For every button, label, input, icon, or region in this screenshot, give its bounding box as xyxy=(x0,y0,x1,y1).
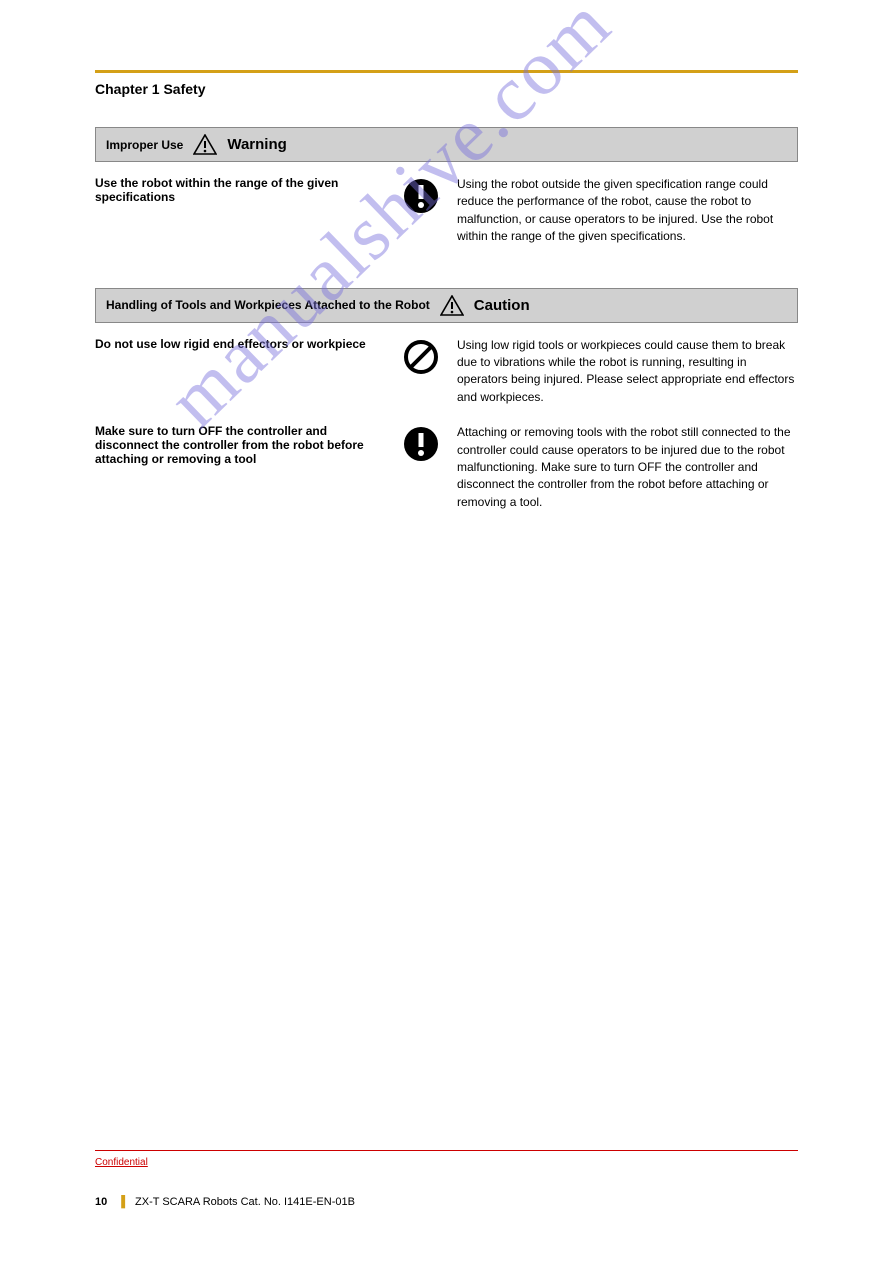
warning-triangle-icon xyxy=(193,134,217,155)
footer-confidential: Confidential xyxy=(95,1157,798,1168)
footer-rule xyxy=(95,1150,798,1151)
safety-item-row: Do not use low rigid end effectors or wo… xyxy=(95,337,798,407)
warning-desc-label: Handling of Tools and Workpieces Attache… xyxy=(106,298,430,312)
item-title: Make sure to turn OFF the controller and… xyxy=(95,424,385,466)
item-body: Using the robot outside the given specif… xyxy=(457,176,798,246)
safety-item-row: Use the robot within the range of the gi… xyxy=(95,176,798,246)
item-body: Using low rigid tools or workpieces coul… xyxy=(457,337,798,407)
item-title: Do not use low rigid end effectors or wo… xyxy=(95,337,385,351)
mandatory-icon xyxy=(403,426,439,462)
warning-box-improper-use: Improper Use Warning xyxy=(95,127,798,162)
warning-box-tools: Handling of Tools and Workpieces Attache… xyxy=(95,288,798,323)
footer-doc-id: ZX-T SCARA Robots Cat. No. I141E-EN-01B xyxy=(135,1196,355,1208)
prohibit-icon xyxy=(403,339,439,375)
safety-item-row: Make sure to turn OFF the controller and… xyxy=(95,424,798,511)
footer-page-number: 10 xyxy=(95,1196,107,1208)
footer-bar: ▐ xyxy=(117,1196,125,1208)
warning-triangle-icon xyxy=(440,295,464,316)
warning-level-label: Caution xyxy=(474,297,530,314)
header-rule xyxy=(95,70,798,73)
warning-desc-label: Improper Use xyxy=(106,138,183,152)
item-body: Attaching or removing tools with the rob… xyxy=(457,424,798,511)
warning-level-label: Warning xyxy=(227,136,286,153)
item-title: Use the robot within the range of the gi… xyxy=(95,176,385,204)
page-title: Chapter 1 Safety xyxy=(95,81,798,97)
page-footer: Confidential 10 ▐ ZX-T SCARA Robots Cat.… xyxy=(95,1150,798,1208)
mandatory-icon xyxy=(403,178,439,214)
